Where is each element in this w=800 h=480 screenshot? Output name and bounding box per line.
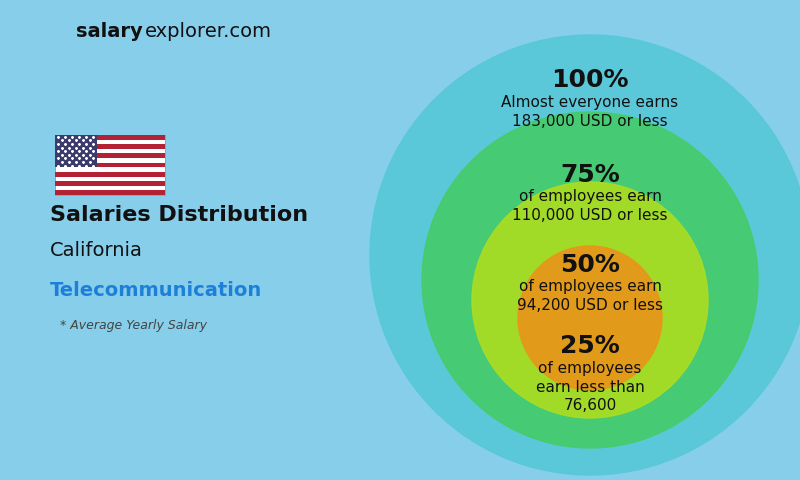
Text: 110,000 USD or less: 110,000 USD or less bbox=[512, 208, 668, 224]
Text: of employees earn: of employees earn bbox=[518, 190, 662, 204]
Circle shape bbox=[422, 112, 758, 448]
Text: 100%: 100% bbox=[551, 68, 629, 92]
FancyBboxPatch shape bbox=[55, 154, 165, 158]
Text: of employees: of employees bbox=[538, 360, 642, 375]
Text: Salaries Distribution: Salaries Distribution bbox=[50, 205, 308, 225]
Text: 50%: 50% bbox=[560, 253, 620, 277]
FancyBboxPatch shape bbox=[55, 135, 97, 168]
Text: Almost everyone earns: Almost everyone earns bbox=[502, 95, 678, 109]
Text: earn less than: earn less than bbox=[536, 380, 644, 395]
FancyBboxPatch shape bbox=[55, 172, 165, 177]
FancyBboxPatch shape bbox=[55, 181, 165, 186]
FancyBboxPatch shape bbox=[55, 163, 165, 168]
Circle shape bbox=[518, 246, 662, 390]
FancyBboxPatch shape bbox=[55, 144, 165, 149]
Text: 76,600: 76,600 bbox=[563, 398, 617, 413]
Text: 183,000 USD or less: 183,000 USD or less bbox=[512, 113, 668, 129]
Circle shape bbox=[370, 35, 800, 475]
Text: 75%: 75% bbox=[560, 163, 620, 187]
Text: explorer.com: explorer.com bbox=[145, 22, 272, 41]
FancyBboxPatch shape bbox=[55, 135, 165, 140]
Text: Telecommunication: Telecommunication bbox=[50, 280, 262, 300]
Text: 94,200 USD or less: 94,200 USD or less bbox=[517, 299, 663, 313]
Circle shape bbox=[472, 182, 708, 418]
Text: of employees earn: of employees earn bbox=[518, 279, 662, 295]
Text: * Average Yearly Salary: * Average Yearly Salary bbox=[60, 319, 207, 332]
Text: California: California bbox=[50, 240, 143, 260]
Text: salary: salary bbox=[76, 22, 143, 41]
FancyBboxPatch shape bbox=[55, 135, 165, 195]
FancyBboxPatch shape bbox=[55, 191, 165, 195]
Text: 25%: 25% bbox=[560, 334, 620, 358]
